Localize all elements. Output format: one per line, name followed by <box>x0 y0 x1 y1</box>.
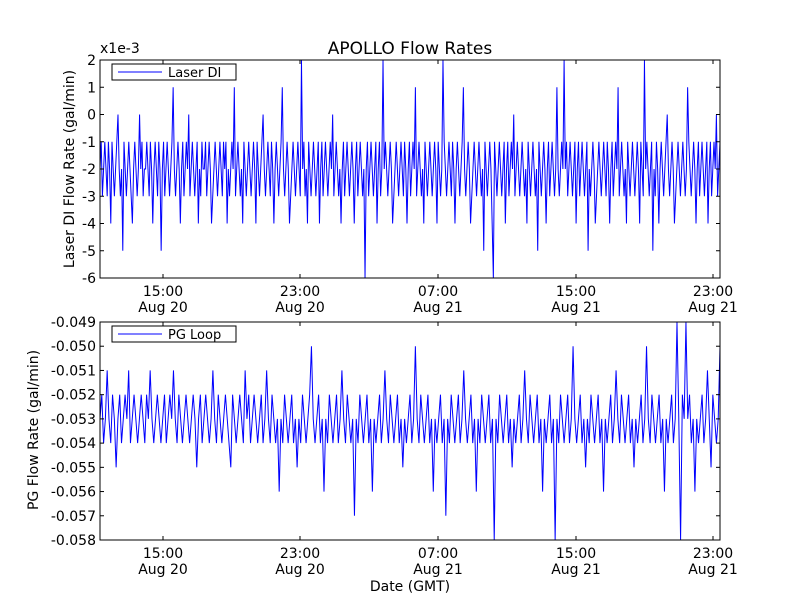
y-tick-label: -1 <box>82 135 96 151</box>
y-tick-label: -0.055 <box>51 460 96 476</box>
x-axis-label: Date (GMT) <box>370 579 450 595</box>
x-tick-label-time: 23:00 <box>693 546 733 562</box>
y-tick-label: -0.050 <box>51 339 96 355</box>
plot-frame <box>99 321 721 541</box>
pg-loop-panel: PG Flow Rate (gal/min) -0.049 -0.050 -0.05… <box>26 315 738 578</box>
y-tick-label: -0.053 <box>51 412 96 428</box>
legend-label: Laser DI <box>168 66 221 81</box>
x-tick-label-date: Aug 20 <box>275 562 325 578</box>
y-tick-label: -0.057 <box>51 509 96 525</box>
legend-box <box>111 325 237 343</box>
y-tick-label: 2 <box>87 53 96 69</box>
x-tick-label-time: 23:00 <box>693 284 733 300</box>
y-axis-label-laser-di: Laser DI Flow Rate (gal/min) <box>62 70 78 268</box>
y-tick-label: -0.051 <box>51 363 96 379</box>
y-tick-label: -5 <box>82 244 96 260</box>
x-tick-label-date: Aug 21 <box>413 562 463 578</box>
x-tick-label-time: 15:00 <box>556 546 596 562</box>
x-tick-label-date: Aug 21 <box>413 300 463 316</box>
x-tick-label-time: 15:00 <box>556 284 596 300</box>
x-tick-label-date: Aug 21 <box>551 562 601 578</box>
y-tick-label: -0.054 <box>51 436 96 452</box>
laser-di-series-line <box>99 59 721 279</box>
y-scale-multiplier: x1e-3 <box>100 41 140 57</box>
y-tick-label: -0.049 <box>51 315 96 331</box>
x-tick-label-time: 23:00 <box>280 546 320 562</box>
x-tick-label-date: Aug 20 <box>138 562 188 578</box>
y-tick-label: -3 <box>82 189 96 205</box>
legend: PG Loop <box>111 325 237 343</box>
legend: Laser DI <box>111 63 237 81</box>
x-tick-label-date: Aug 21 <box>688 562 738 578</box>
x-tick-label-time: 23:00 <box>280 284 320 300</box>
x-tick-label-date: Aug 21 <box>551 300 601 316</box>
y-tick-label: 0 <box>87 108 96 124</box>
pg-loop-series-line <box>99 321 721 541</box>
y-tick-label: -0.056 <box>51 485 96 501</box>
x-tick-label-date: Aug 20 <box>275 300 325 316</box>
y-axis-label-pg-loop: PG Flow Rate (gal/min) <box>26 350 42 510</box>
x-tick-label-time: 07:00 <box>418 284 458 300</box>
x-tick-label-time: 15:00 <box>143 546 183 562</box>
x-tick-label-date: Aug 21 <box>688 300 738 316</box>
x-tick-label-time: 07:00 <box>418 546 458 562</box>
legend-label: PG Loop <box>168 328 221 343</box>
x-tick-label-time: 15:00 <box>143 284 183 300</box>
y-tick-label: 1 <box>87 80 96 96</box>
x-tick-label-date: Aug 20 <box>138 300 188 316</box>
y-tick-label: -2 <box>82 162 96 178</box>
y-tick-label: -6 <box>82 271 96 287</box>
pg-loop-plot-area: -0.049 -0.050 -0.051 -0.052 -0.053 -0.054 -0.0… <box>51 315 738 578</box>
y-tick-label: -4 <box>82 217 96 233</box>
laser-di-panel: x1e-3 Laser DI Flow Rate (gal/min) 2 1 0 -1… <box>62 41 738 316</box>
chart-title: APOLLO Flow Rates <box>328 39 493 59</box>
legend-box <box>111 63 237 81</box>
y-tick-label: -0.058 <box>51 533 96 549</box>
y-tick-label: -0.052 <box>51 388 96 404</box>
